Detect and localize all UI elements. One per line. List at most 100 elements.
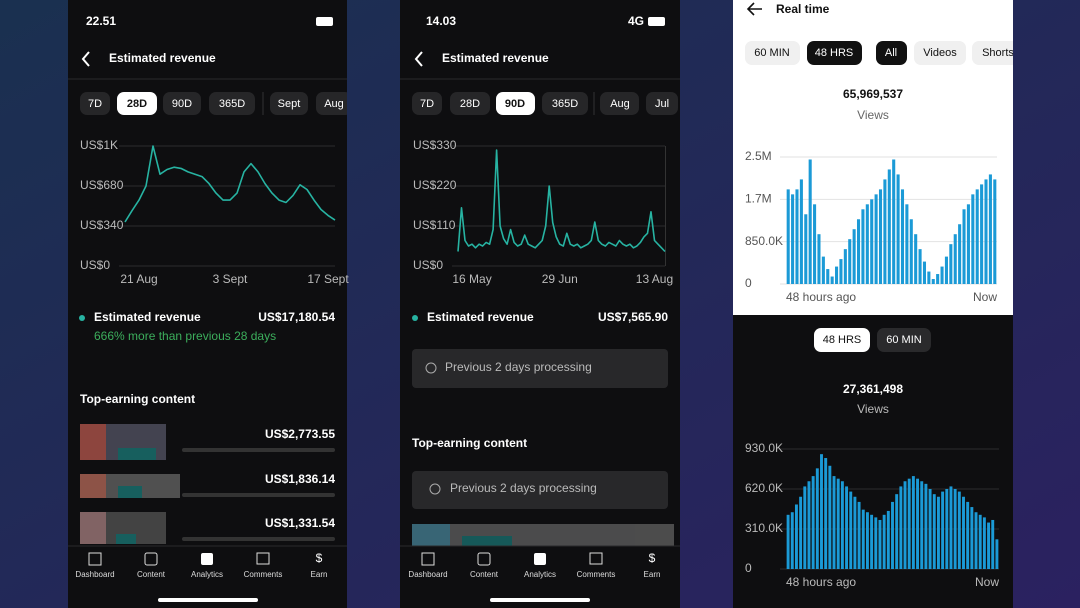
svg-text:$: $ [316, 551, 323, 565]
bar [795, 189, 799, 284]
bar [940, 266, 944, 284]
processing-note: Previous 2 days processing [445, 360, 592, 374]
nav-item[interactable]: Comments [244, 570, 283, 579]
bar [874, 517, 878, 569]
section-title: Top-earning content [412, 436, 527, 450]
tab[interactable]: Jul [655, 98, 669, 110]
bar [892, 159, 896, 284]
bar [861, 509, 865, 569]
nav-item[interactable]: Dashboard [408, 570, 447, 579]
y-tick-label: 310.0K [745, 521, 783, 535]
bar [971, 194, 975, 284]
bar [936, 496, 940, 569]
y-tick-label: 620.0K [745, 481, 783, 495]
bar [978, 514, 982, 569]
bar [794, 504, 798, 569]
bar [878, 189, 883, 284]
nav-item[interactable]: Content [470, 570, 499, 579]
back-button[interactable] [414, 51, 423, 67]
total-views: 27,361,498 [843, 382, 903, 396]
y-tick-label: US$330 [413, 138, 457, 152]
bar [962, 496, 965, 569]
bar [824, 458, 828, 569]
x-tick-label: 17 Sept [307, 272, 349, 286]
tab[interactable]: 7D [88, 98, 102, 110]
tab[interactable]: 7D [420, 98, 434, 110]
y-tick-label: 0 [745, 561, 752, 575]
bar [903, 481, 907, 569]
status-time: 22.51 [86, 14, 116, 28]
tab[interactable]: All [885, 47, 897, 59]
nav-item[interactable]: Comments [577, 570, 616, 579]
tab[interactable]: 60 MIN [886, 334, 922, 346]
bar [848, 239, 852, 284]
tab[interactable]: Shorts [982, 47, 1014, 59]
nav-item[interactable]: Content [137, 570, 166, 579]
nav-item[interactable]: Dashboard [75, 570, 114, 579]
bar [804, 214, 808, 284]
bar [836, 478, 840, 569]
thumbnails [80, 424, 180, 544]
bar [887, 169, 891, 284]
bar [786, 189, 790, 284]
summary-label: Estimated revenue [94, 310, 201, 324]
bar [799, 496, 803, 569]
bar [828, 465, 832, 569]
tab[interactable]: 28D [127, 98, 147, 110]
tab[interactable]: 90D [505, 98, 525, 110]
bar [988, 174, 992, 284]
bar [944, 256, 948, 284]
bar [931, 279, 935, 284]
back-button[interactable] [746, 2, 762, 16]
nav-item[interactable]: Earn [644, 570, 661, 579]
x-tick-label: 21 Aug [120, 272, 157, 286]
bar [865, 204, 869, 284]
phone-1: 22.51 Estimated revenue 7D 28D 90D 365D … [68, 0, 347, 608]
bar [878, 519, 882, 569]
summary-value: US$17,180.54 [258, 310, 335, 324]
section-title: Top-earning content [80, 392, 195, 406]
y-tick-label: 1.7M [745, 192, 772, 206]
bar [811, 476, 815, 569]
tab[interactable]: Sept [278, 98, 301, 110]
tab[interactable]: 90D [172, 98, 192, 110]
bar [817, 234, 821, 284]
nav-item[interactable]: Earn [311, 570, 328, 579]
thumbnails [412, 524, 674, 546]
bar [857, 501, 861, 569]
bar [995, 539, 999, 569]
tab[interactable]: 60 MIN [754, 47, 790, 59]
summary-value: US$7,565.90 [598, 310, 668, 324]
phone-3: Real time 60 MIN 48 HRS All Videos Short… [733, 0, 1014, 608]
bar [830, 276, 834, 284]
phone-2: 14.03 4G Estimated revenue 7D 28D 90D 36… [400, 0, 680, 608]
summary-label: Estimated revenue [427, 310, 534, 324]
tab[interactable]: 365D [219, 98, 245, 110]
bar [803, 486, 807, 569]
nav-item[interactable]: Analytics [524, 570, 556, 579]
x-tick-label: 13 Aug [636, 272, 673, 286]
bar [852, 229, 856, 284]
bar [799, 179, 803, 284]
tab[interactable]: 28D [460, 98, 480, 110]
tab[interactable]: 365D [552, 98, 578, 110]
bar [905, 204, 909, 284]
bar [832, 476, 836, 569]
tab[interactable]: Aug [324, 98, 344, 110]
bottom-nav: $ Dashboard Content Analytics Comments E… [400, 545, 680, 608]
bar [941, 491, 945, 569]
tab[interactable]: Videos [923, 47, 957, 59]
bar [920, 481, 924, 569]
bar [895, 494, 899, 569]
bar [974, 512, 978, 569]
tab[interactable]: 48 HRS [815, 47, 854, 59]
bar [870, 514, 874, 569]
nav-item[interactable]: Analytics [191, 570, 223, 579]
tab[interactable]: Aug [610, 98, 630, 110]
back-button[interactable] [81, 51, 90, 67]
bar [922, 261, 927, 284]
bar [924, 483, 928, 569]
tab[interactable]: 48 HRS [823, 334, 862, 346]
bar [843, 249, 847, 284]
bar [820, 454, 823, 569]
